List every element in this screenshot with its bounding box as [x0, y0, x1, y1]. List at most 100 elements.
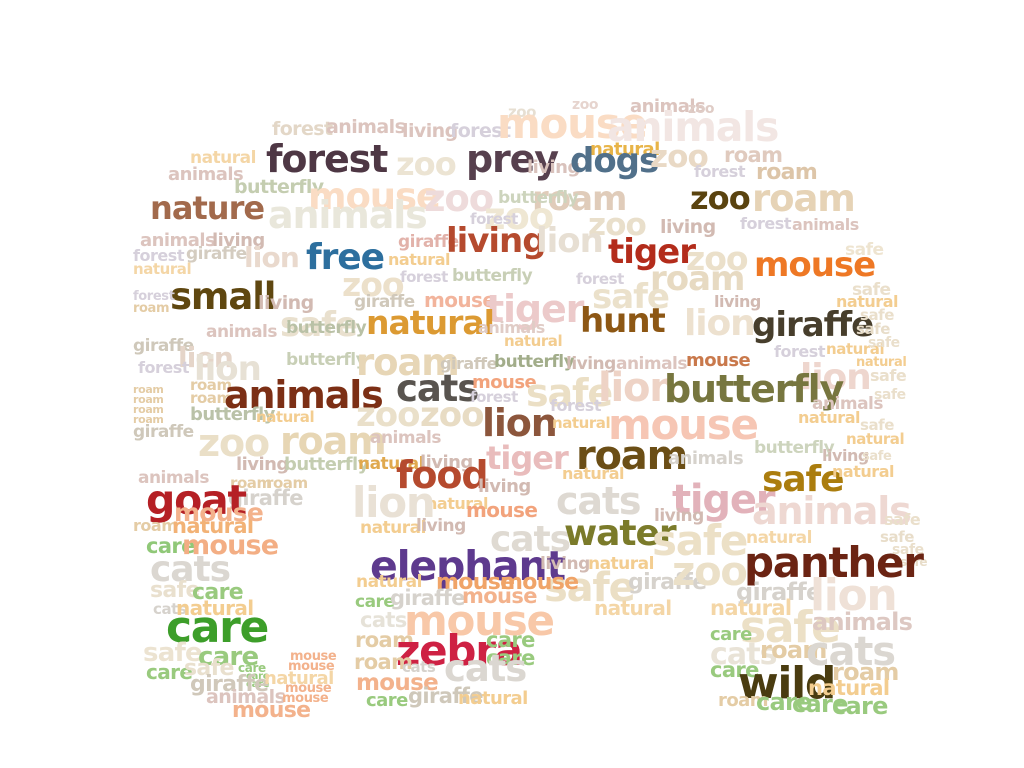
word-roam: roam: [355, 628, 414, 652]
word-mouse: mouse: [754, 245, 876, 285]
word-wild: wild: [738, 658, 836, 709]
word-safe: safe: [592, 277, 670, 317]
word-mouse: mouse: [404, 596, 555, 645]
word-natural: natural: [360, 518, 426, 538]
word-animals: animals: [138, 468, 209, 488]
word-roam: roam: [756, 160, 818, 185]
word-mouse: mouse: [462, 584, 537, 608]
word-zoo: zoo: [198, 421, 270, 465]
word-natural: natural: [590, 139, 660, 160]
word-free: free: [306, 237, 385, 278]
word-care: care: [366, 690, 408, 711]
word-animals: animals: [792, 215, 859, 234]
word-zoo: zoo: [396, 145, 457, 183]
word-giraffe: giraffe: [752, 305, 874, 345]
word-forest: forest: [740, 214, 791, 233]
word-roam: roam: [354, 650, 413, 674]
word-lion: lion: [536, 221, 604, 261]
word-mouse: mouse: [232, 698, 311, 723]
word-animals: animals: [370, 428, 441, 448]
word-animals: animals: [812, 394, 883, 414]
word-living: living: [714, 292, 761, 311]
word-care: care: [486, 646, 535, 670]
word-natural: natural: [426, 494, 489, 513]
word-butterfly: butterfly: [286, 350, 367, 370]
word-lion: lion: [244, 241, 300, 274]
word-care: care: [486, 628, 535, 652]
word-roam: roam: [230, 474, 272, 492]
word-care: care: [166, 602, 269, 653]
word-giraffe: giraffe: [186, 244, 247, 264]
word-care: care: [792, 690, 848, 718]
word-giraffe: giraffe: [628, 570, 707, 595]
word-animals: animals: [812, 608, 913, 636]
word-animals: animals: [206, 686, 286, 708]
word-natural: natural: [552, 414, 611, 432]
word-butterfly: butterfly: [754, 438, 835, 458]
word-natural: natural: [264, 668, 334, 689]
word-care: care: [710, 658, 759, 682]
word-roam: roam: [133, 383, 164, 396]
word-safe: safe: [150, 578, 200, 603]
word-natural: natural: [504, 332, 563, 350]
word-safe: safe: [856, 320, 890, 338]
word-living: living: [527, 157, 580, 178]
word-natural: natural: [190, 148, 256, 168]
word-tiger: tiger: [608, 232, 696, 272]
word-natural: natural: [562, 464, 625, 483]
word-living: living: [660, 216, 716, 238]
word-animals: animals: [326, 116, 406, 138]
word-care: care: [246, 679, 270, 690]
word-forest: forest: [133, 289, 175, 304]
word-cats: cats: [556, 479, 642, 523]
word-natural: natural: [836, 292, 899, 311]
word-butterfly: butterfly: [498, 188, 579, 208]
word-safe: safe: [845, 240, 884, 260]
word-safe: safe: [860, 416, 894, 434]
word-natural: natural: [832, 462, 895, 481]
word-zoo: zoo: [420, 395, 484, 435]
word-tiger: tiger: [672, 477, 776, 523]
word-roam: roam: [752, 177, 856, 220]
word-forest: forest: [450, 120, 511, 142]
word-safe: safe: [762, 459, 845, 500]
word-natural: natural: [388, 250, 451, 269]
word-animals: animals: [607, 103, 779, 151]
word-forest: forest: [470, 210, 518, 228]
word-zebra: zebra: [396, 626, 523, 675]
word-giraffe: giraffe: [228, 486, 304, 510]
word-zoo: zoo: [342, 265, 405, 304]
word-natural: natural: [366, 303, 495, 342]
word-forest: forest: [694, 162, 745, 181]
word-animals: animals: [668, 448, 744, 469]
word-cats: cats: [360, 608, 407, 632]
word-living: living: [446, 221, 547, 261]
word-forest: forest: [400, 268, 448, 286]
word-living: living: [420, 452, 473, 473]
word-cats: cats: [402, 658, 436, 676]
word-cats: cats: [150, 549, 231, 590]
word-animals: animals: [224, 373, 384, 417]
word-care: care: [198, 642, 259, 672]
word-care: care: [146, 660, 193, 684]
word-forest: forest: [550, 396, 601, 415]
word-animals: animals: [478, 318, 545, 337]
word-roam: roam: [718, 690, 769, 711]
word-giraffe: giraffe: [133, 336, 194, 356]
word-nature: nature: [150, 189, 265, 227]
word-living: living: [478, 476, 531, 497]
word-roam: roam: [280, 419, 387, 463]
word-panther: panther: [744, 538, 924, 587]
word-forest: forest: [138, 358, 189, 377]
word-living: living: [416, 516, 466, 536]
word-safe: safe: [868, 335, 900, 351]
word-roam: roam: [760, 636, 827, 664]
word-living: living: [566, 354, 616, 374]
word-natural: natural: [176, 596, 254, 620]
word-mouse: mouse: [290, 649, 337, 664]
word-natural: natural: [798, 408, 861, 427]
word-safe: safe: [892, 542, 924, 558]
word-zoo: zoo: [690, 179, 751, 217]
word-safe: safe: [280, 305, 358, 345]
word-care: care: [710, 624, 752, 645]
